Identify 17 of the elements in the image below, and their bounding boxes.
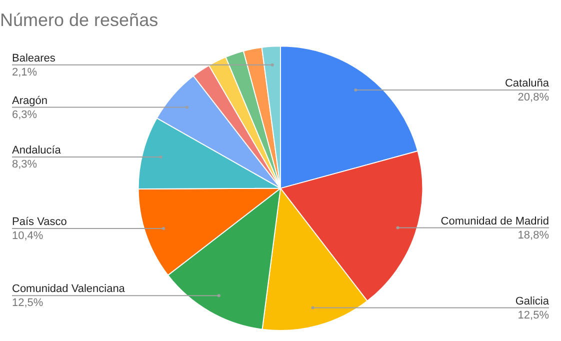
data-label: 12,5% [518, 309, 550, 322]
data-label: 2,1% [12, 66, 38, 78]
chart-title: Número de reseñas [0, 10, 158, 30]
data-label: 10,4% [12, 230, 44, 242]
data-label: 8,3% [12, 158, 38, 171]
data-label: 12,5% [12, 297, 44, 310]
slice-label: Andalucía [12, 144, 62, 157]
slice-label: Cataluña [504, 78, 550, 90]
slice-label: Aragón [12, 94, 48, 107]
slice-label: País Vasco [12, 216, 67, 228]
data-label: 6,3% [12, 108, 38, 121]
data-label: 20,8% [518, 92, 550, 104]
data-label: 18,8% [518, 229, 550, 242]
slice-label: Comunidad de Madrid [440, 215, 549, 228]
slice-label: Comunidad Valenciana [12, 283, 126, 296]
slice-label: Baleares [12, 52, 56, 64]
slice-label: Galicia [515, 295, 550, 308]
